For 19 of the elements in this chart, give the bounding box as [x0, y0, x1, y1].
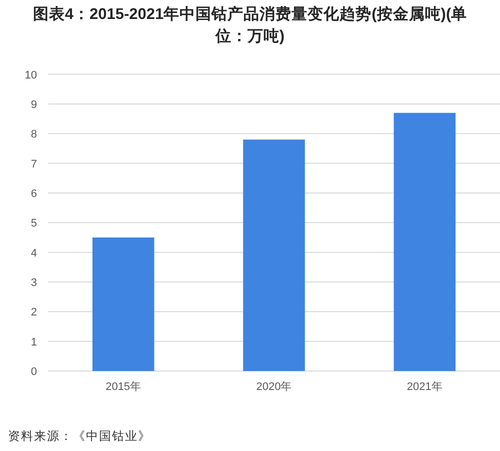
y-tick-label: 9 — [30, 98, 37, 111]
y-tick-label: 6 — [30, 188, 37, 200]
y-tick-label: 5 — [30, 218, 37, 230]
bar — [243, 140, 305, 371]
y-tick-label: 10 — [24, 69, 37, 82]
y-tick-label: 4 — [30, 247, 37, 260]
y-tick-label: 2 — [30, 306, 37, 319]
bar — [92, 237, 154, 371]
text: 资料来源：《中国钴业》 — [8, 428, 151, 445]
y-tick-label: 7 — [30, 158, 37, 170]
y-tick-label: 8 — [30, 128, 37, 141]
x-tick-label: 2021年 — [406, 381, 442, 393]
y-tick-label: 3 — [30, 276, 37, 289]
y-tick-label: 0 — [30, 366, 37, 378]
x-tick-label: 2020年 — [256, 381, 292, 393]
x-tick-label: 2015年 — [106, 381, 142, 393]
bar — [394, 112, 456, 371]
y-tick-label: 1 — [30, 336, 37, 348]
chart-title: 图表4：2015-2021年中国钴产品消费量变化趋势(按金属吨)(单位：万吨) — [32, 4, 468, 47]
